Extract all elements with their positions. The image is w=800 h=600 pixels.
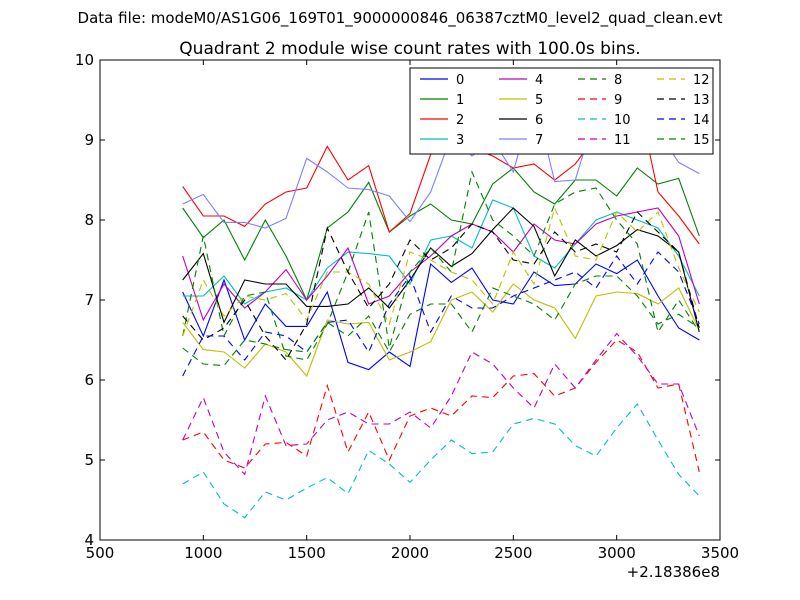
- series-line-11: [182, 332, 700, 476]
- x-tick-label: 3500: [701, 544, 739, 562]
- legend-label-12: 12: [693, 73, 710, 88]
- y-tick-label: 5: [84, 451, 94, 469]
- legend-label-15: 15: [693, 133, 710, 148]
- legend-label-0: 0: [456, 73, 464, 88]
- legend-label-7: 7: [535, 133, 543, 148]
- series-line-8: [182, 170, 700, 361]
- series-line-9: [182, 339, 700, 473]
- series-line-0: [182, 259, 700, 371]
- y-tick-label: 10: [75, 51, 94, 69]
- series-line-4: [182, 207, 700, 322]
- y-tick-label: 4: [84, 531, 94, 549]
- legend-label-3: 3: [456, 133, 464, 148]
- data-file-note: Data file: modeM0/AS1G06_169T01_90000008…: [77, 9, 723, 27]
- series-line-3: [182, 199, 700, 305]
- x-tick-label: 3000: [598, 544, 636, 562]
- series-line-12: [182, 206, 700, 337]
- x-tick-label: 1500: [288, 544, 326, 562]
- series-line-5: [182, 283, 700, 378]
- legend-label-4: 4: [535, 73, 543, 88]
- chart-title: Quadrant 2 module wise count rates with …: [179, 39, 640, 59]
- x-tick-label: 500: [86, 544, 115, 562]
- legend-label-10: 10: [614, 113, 631, 128]
- legend-label-11: 11: [614, 133, 631, 148]
- legend-label-5: 5: [535, 93, 543, 108]
- x-tick-label: 1000: [184, 544, 222, 562]
- legend-label-6: 6: [535, 113, 543, 128]
- series-line-6: [182, 207, 700, 333]
- legend-label-1: 1: [456, 93, 464, 108]
- x-offset-label: +2.18386e8: [627, 563, 720, 581]
- y-tick-label: 9: [84, 131, 94, 149]
- legend-box: [409, 67, 714, 155]
- legend-label-13: 13: [693, 93, 710, 108]
- legend-label-9: 9: [614, 93, 622, 108]
- series-line-15: [182, 275, 700, 367]
- y-tick-label: 8: [84, 211, 94, 229]
- legend-label-2: 2: [456, 113, 464, 128]
- legend-label-8: 8: [614, 73, 622, 88]
- legend-label-14: 14: [693, 113, 710, 128]
- x-tick-label: 2500: [494, 544, 532, 562]
- series-line-14: [182, 251, 700, 377]
- series-line-13: [182, 211, 700, 361]
- y-tick-label: 7: [84, 291, 94, 309]
- plot-area: [182, 91, 700, 519]
- series-line-10: [182, 403, 700, 519]
- x-tick-label: 2000: [391, 544, 429, 562]
- y-tick-label: 6: [84, 371, 94, 389]
